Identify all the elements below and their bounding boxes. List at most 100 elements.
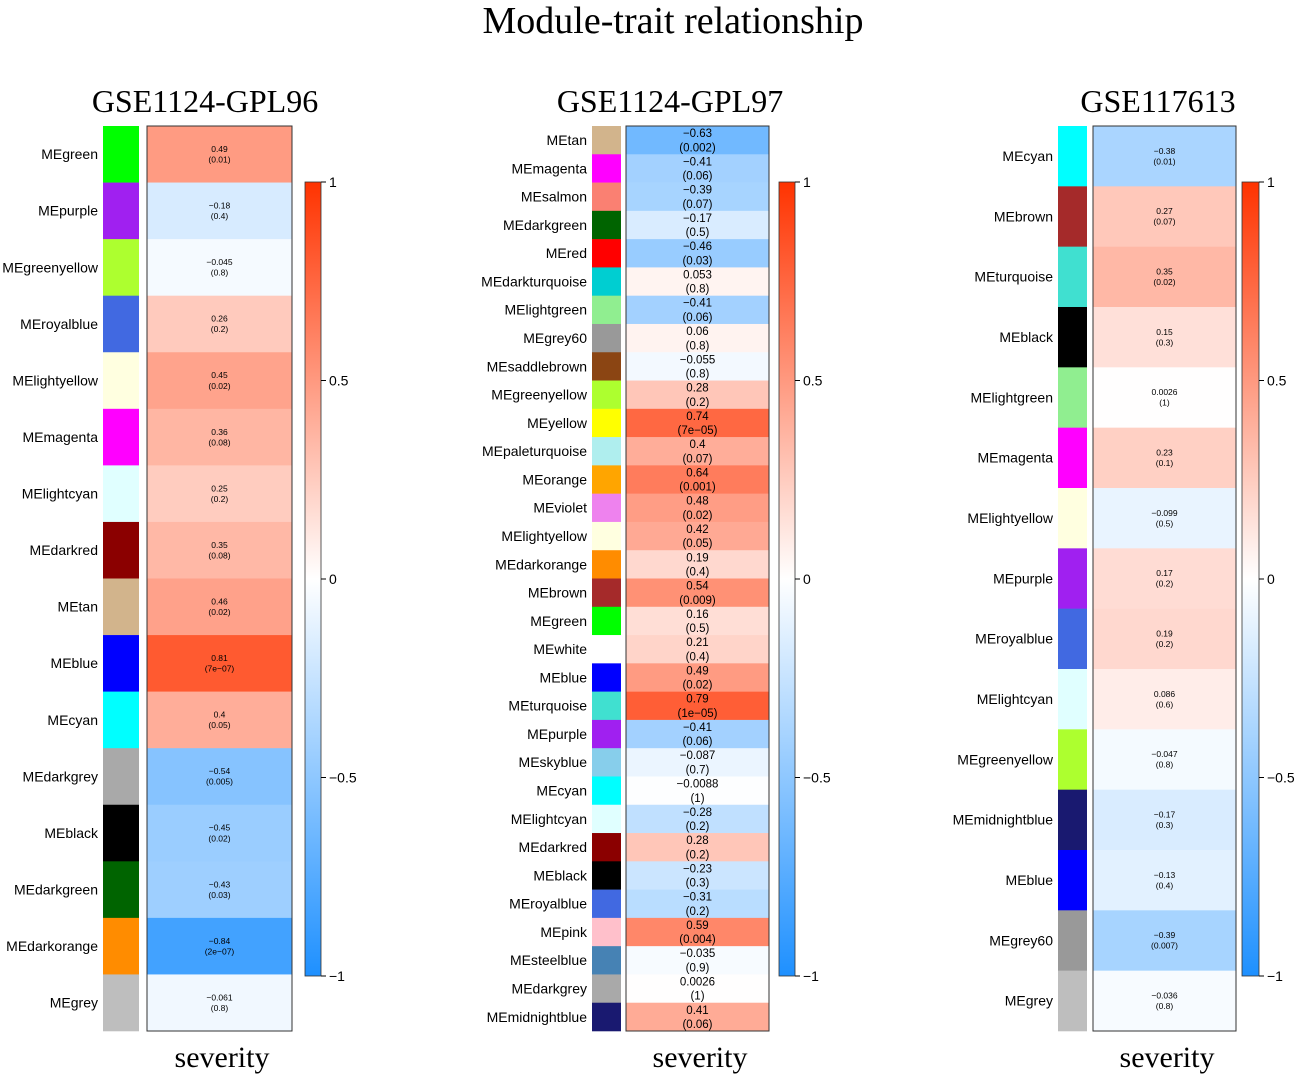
heat-cell [626, 889, 769, 919]
cell-pvalue: (0.8) [1156, 760, 1174, 770]
heat-cell [626, 493, 769, 523]
x-axis-label: severity [175, 1041, 270, 1074]
heat-cell [1093, 970, 1236, 1032]
cell-pvalue: (0.01) [208, 155, 230, 165]
heat-cell [626, 352, 769, 381]
heat-cell [1093, 367, 1236, 428]
row-label: MEmidnightblue [953, 812, 1054, 828]
heatmap-border [146, 125, 293, 1032]
row-label: MEdarkred [30, 542, 98, 558]
cell-pvalue: (1) [1159, 398, 1170, 408]
module-swatch [592, 719, 621, 749]
cell-correlation: −0.0088 [677, 779, 719, 791]
module-swatch [592, 776, 621, 806]
row-label: MEpurple [527, 726, 587, 742]
heat-cell [147, 748, 292, 806]
cell-correlation: −0.17 [683, 213, 712, 225]
heat-cell [626, 154, 769, 183]
colorbar-tick-label: 1 [1267, 174, 1275, 190]
cell-correlation: 0.81 [211, 653, 228, 663]
module-swatch [1058, 608, 1087, 670]
module-swatch [103, 974, 139, 1032]
module-swatch [1058, 548, 1087, 609]
module-swatch [592, 635, 621, 664]
cell-pvalue: (0.02) [682, 510, 712, 522]
cell-correlation: 0.42 [686, 524, 708, 536]
row-label: MEsteelblue [510, 952, 587, 968]
heat-cell [147, 239, 292, 296]
cell-correlation: −0.39 [1154, 930, 1176, 940]
cell-correlation: −0.13 [1154, 870, 1176, 880]
module-swatch [103, 408, 139, 466]
module-swatch [592, 126, 621, 155]
cell-pvalue: (0.2) [1156, 579, 1174, 589]
x-axis-label: severity [653, 1041, 748, 1074]
heat-cell [626, 267, 769, 296]
heat-cell [626, 408, 769, 438]
heat-cell [626, 974, 769, 1004]
heat-cell [626, 663, 769, 692]
heat-cell [626, 1002, 769, 1032]
cell-correlation: 0.21 [686, 637, 708, 649]
cell-pvalue: (0.8) [211, 268, 229, 278]
cell-pvalue: (0.05) [682, 538, 712, 550]
heat-cell [1093, 126, 1236, 187]
heat-cell [1093, 427, 1236, 489]
cell-correlation: 0.19 [686, 552, 708, 564]
cell-correlation: 0.48 [686, 496, 708, 508]
module-swatch [592, 833, 621, 862]
cell-correlation: 0.25 [211, 483, 228, 493]
cell-pvalue: (0.3) [1156, 820, 1174, 830]
heat-cell [1093, 729, 1236, 790]
module-swatch [592, 267, 621, 296]
row-label: MElightgreen [971, 389, 1054, 405]
row-label: MEskyblue [519, 754, 588, 770]
row-label: MEturquoise [508, 698, 587, 714]
cell-correlation: −0.087 [680, 750, 716, 762]
module-swatch [1058, 367, 1087, 428]
cell-pvalue: (0.2) [686, 849, 710, 861]
cell-pvalue: (0.004) [679, 934, 716, 946]
heatmap-border [1092, 125, 1237, 1032]
heat-cell [147, 521, 292, 579]
row-label: MEsaddlebrown [487, 358, 587, 374]
cell-correlation: −0.63 [683, 128, 712, 140]
heat-cell [1093, 307, 1236, 368]
cell-pvalue: (0.07) [682, 199, 712, 211]
cell-correlation: 0.0026 [1152, 387, 1178, 397]
row-label: MEtan [58, 599, 98, 615]
module-swatch [1058, 246, 1087, 308]
heat-cell [626, 861, 769, 890]
cell-correlation: −0.41 [683, 156, 712, 168]
colorbar-tick-label: 0.5 [1267, 373, 1287, 389]
heat-cell [626, 946, 769, 975]
cell-pvalue: (0.2) [686, 821, 710, 833]
module-swatch [592, 974, 621, 1004]
x-axis-label: severity [1120, 1041, 1215, 1074]
cell-pvalue: (0.009) [679, 595, 716, 607]
module-swatch [103, 635, 139, 692]
cell-pvalue: (0.01) [1153, 156, 1175, 166]
cell-correlation: 0.28 [686, 383, 708, 395]
cell-pvalue: (0.02) [1153, 277, 1175, 287]
cell-correlation: 0.49 [211, 144, 228, 154]
heat-cell [626, 521, 769, 551]
cell-pvalue: (0.6) [1156, 699, 1174, 709]
row-label: MEpurple [993, 570, 1053, 586]
heat-cell [626, 691, 769, 721]
module-swatch [1058, 850, 1087, 911]
heat-cell [147, 917, 292, 975]
module-swatch [592, 578, 621, 608]
colorbar-tick-label: 0 [1267, 571, 1275, 587]
heat-cell [626, 719, 769, 749]
cell-pvalue: (0.07) [682, 453, 712, 465]
cell-correlation: −0.17 [1154, 810, 1176, 820]
cell-correlation: 0.46 [211, 596, 228, 606]
module-swatch [103, 521, 139, 579]
module-swatch [103, 861, 139, 919]
cell-correlation: −0.45 [209, 823, 231, 833]
cell-pvalue: (0.8) [1156, 1001, 1174, 1011]
heat-cell [626, 126, 769, 155]
